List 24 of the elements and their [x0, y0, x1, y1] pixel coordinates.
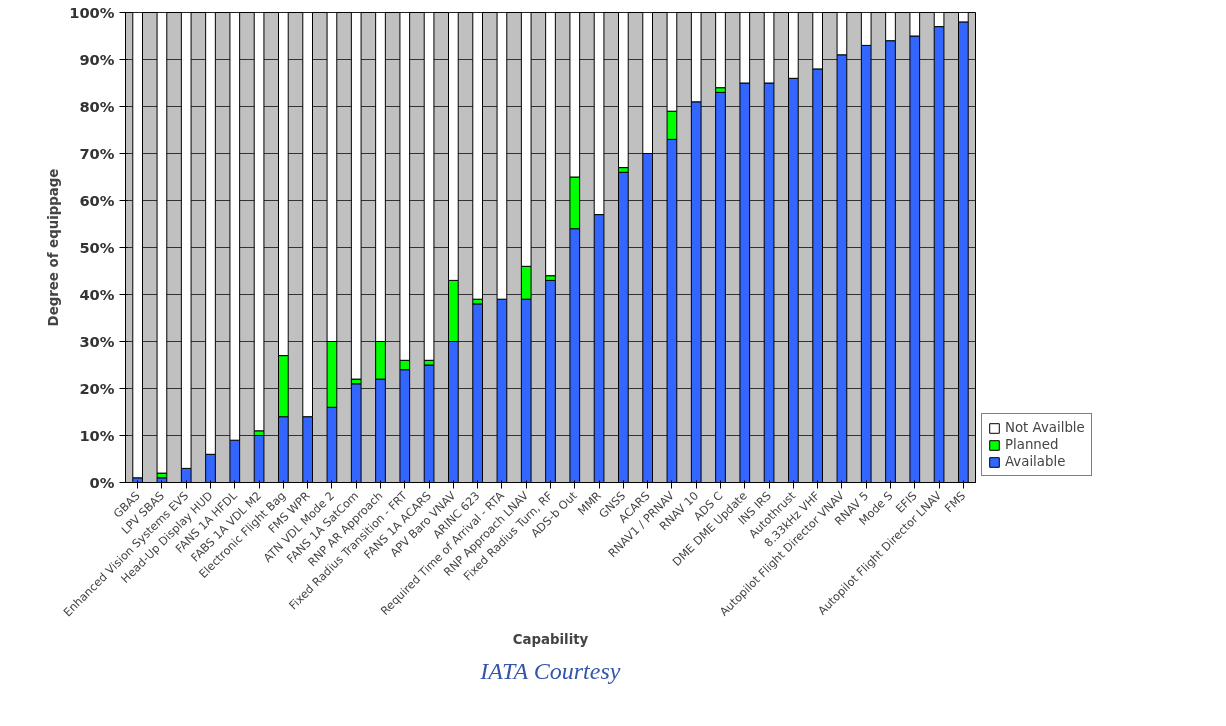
bar [132, 12, 143, 479]
y-tick-label: 80% [79, 98, 115, 115]
y-tick-label: 20% [79, 380, 115, 397]
y-tick-label: 70% [79, 145, 115, 162]
y-tick-label: 60% [79, 192, 115, 209]
legend-label: Not Availble [1005, 420, 1085, 435]
y-tick-label: 100% [69, 4, 115, 21]
y-tick-label: 30% [79, 333, 115, 350]
y-tick-label: 50% [79, 239, 115, 256]
bar [156, 12, 168, 474]
text: IATA Courtesy [479, 657, 621, 684]
y-axis-title: Degree of equippage [46, 168, 62, 327]
y-tick-label: 0% [89, 474, 115, 491]
bar [350, 12, 362, 380]
bar [253, 12, 265, 432]
y-tick-label: 90% [79, 51, 115, 68]
bar [545, 12, 556, 277]
legend-label: Available [1005, 454, 1066, 469]
bar [618, 12, 629, 169]
y-tick-label: 40% [79, 286, 115, 303]
x-axis-title: Capability [512, 632, 589, 648]
legend-label: Planned [1005, 437, 1059, 452]
bar [715, 12, 726, 89]
y-tick-label: 10% [79, 427, 115, 444]
